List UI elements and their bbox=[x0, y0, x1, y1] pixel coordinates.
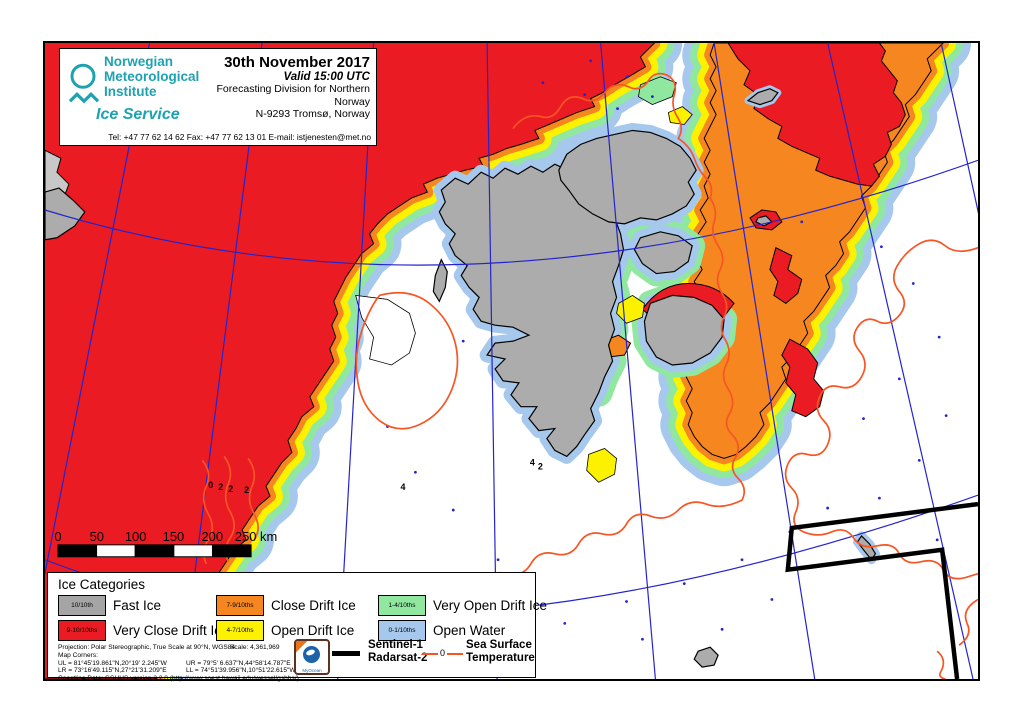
legend-title: Ice Categories bbox=[58, 577, 146, 592]
title-box: Norwegian Meteorological Institute 30th … bbox=[59, 48, 377, 146]
sst-value-labels: 0 2 2 2 4 4 2 bbox=[208, 457, 543, 495]
svg-text:4: 4 bbox=[530, 457, 535, 467]
open-water-swatch: 0-1/10ths bbox=[378, 620, 426, 641]
chart-date: 30th November 2017 bbox=[224, 54, 370, 71]
svg-text:0: 0 bbox=[54, 529, 61, 544]
sst-line-symbol: 0 bbox=[422, 649, 464, 658]
svg-text:100: 100 bbox=[125, 529, 147, 544]
valid-time: Valid 15:00 UTC bbox=[283, 71, 371, 83]
svalbard-landmass bbox=[45, 88, 877, 668]
legend-item-very-close-drift: 9-10/10ths Very Close Drift Ice bbox=[58, 620, 229, 641]
corners-title: Map Corners: bbox=[58, 651, 98, 659]
coastline-info: Coastline Data: GSHHS version 2.2.0 (htt… bbox=[58, 675, 299, 683]
legend-item-close-drift: 7-9/10ths Close Drift Ice bbox=[216, 595, 356, 616]
ice-service-title: Ice Service bbox=[96, 106, 180, 123]
svg-text:0: 0 bbox=[208, 480, 213, 490]
satellite-coverage-outline bbox=[785, 501, 978, 679]
close-drift-swatch: 7-9/10ths bbox=[216, 595, 264, 616]
division: Forecasting Division for Northern Norway bbox=[216, 83, 370, 108]
prins-karls-forland bbox=[432, 258, 448, 303]
sentinel-line-symbol bbox=[332, 651, 360, 656]
scale-bar: 0 50 100 150 200 250 km bbox=[54, 529, 277, 558]
west-ice-edge-bands bbox=[45, 43, 683, 679]
scale-info: Scale: 4,361,969 bbox=[230, 644, 280, 651]
south-island bbox=[693, 646, 719, 668]
legend-box: Ice Categories 10/10th Fast Ice 7-9/10th… bbox=[47, 572, 547, 682]
legend-item-open-drift: 4-7/10ths Open Drift Ice bbox=[216, 620, 354, 641]
myocean-logo-icon: MyOcean bbox=[294, 639, 330, 675]
edgeoya bbox=[643, 294, 725, 366]
legend-item-very-open-drift: 1-4/10ths Very Open Drift Ice bbox=[378, 595, 547, 616]
fast-ice-swatch: 10/10th bbox=[58, 595, 106, 616]
svg-text:2: 2 bbox=[538, 461, 543, 471]
svg-text:4: 4 bbox=[400, 482, 405, 492]
svg-text:2: 2 bbox=[244, 485, 249, 495]
nordaustlandet bbox=[558, 129, 697, 225]
svg-text:200: 200 bbox=[201, 529, 223, 544]
address: N-9293 Tromsø, Norway bbox=[255, 108, 370, 120]
sst-legend-label: Sea Surface Temperature bbox=[466, 639, 535, 664]
svg-text:150: 150 bbox=[163, 529, 185, 544]
svg-text:250 km: 250 km bbox=[235, 529, 277, 544]
corners-row-1: UL = 81°45'19.861"N,20°19' 2.245"W UR = 7… bbox=[58, 659, 291, 667]
map-graphic: 0 2 2 2 4 4 2 0 50 100 150 200 bbox=[45, 43, 978, 679]
very-open-drift-swatch: 1-4/10ths bbox=[378, 595, 426, 616]
map-canvas: 0 2 2 2 4 4 2 0 50 100 150 200 bbox=[43, 41, 980, 682]
open-water-bay bbox=[355, 294, 416, 366]
open-drift-swatch: 4-7/10ths bbox=[216, 620, 264, 641]
very-close-drift-ice-northeast bbox=[727, 43, 906, 187]
met-institute-logo-icon bbox=[66, 54, 104, 121]
svg-text:2: 2 bbox=[218, 482, 223, 492]
very-close-drift-ice-west bbox=[45, 43, 655, 679]
sea-surface-temperature-contours bbox=[201, 72, 978, 679]
legend-item-fast-ice: 10/10th Fast Ice bbox=[58, 595, 161, 616]
institute-name: Norwegian Meteorological Institute bbox=[104, 54, 200, 99]
satellite-legend-label: Sentinel-1 Radarsat-2 bbox=[368, 639, 428, 664]
contact-line: Tel: +47 77 62 14 62 Fax: +47 77 62 13 0… bbox=[108, 132, 371, 142]
very-close-drift-swatch: 9-10/10ths bbox=[58, 620, 106, 641]
kvitoya bbox=[746, 88, 779, 106]
svg-text:50: 50 bbox=[90, 529, 104, 544]
projection-info: Projection: Polar Stereographic, True Sc… bbox=[58, 644, 236, 651]
svg-text:2: 2 bbox=[228, 484, 233, 494]
corners-row-2: LR = 73°16'49.115"N,27°21'31.209"E LL = 7… bbox=[58, 667, 296, 675]
barentsoya bbox=[633, 231, 693, 275]
legend-item-open-water: 0-1/10ths Open Water bbox=[378, 620, 505, 641]
map-metadata: Projection: Polar Stereographic, True Sc… bbox=[58, 644, 358, 683]
